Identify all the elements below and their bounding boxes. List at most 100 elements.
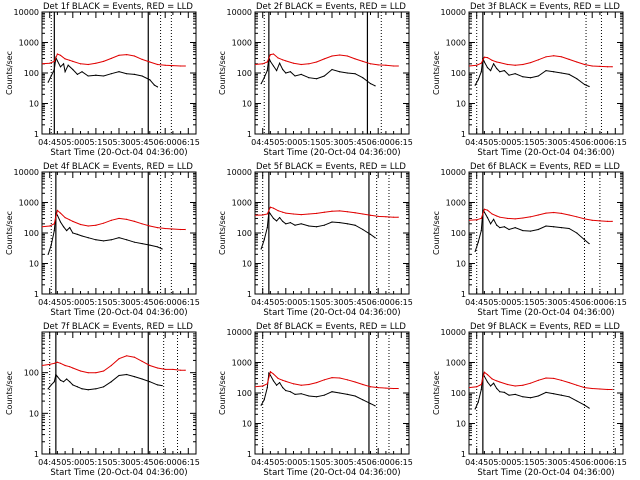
x-tick-label: 05:45 [344,458,367,467]
data-point-events [503,391,506,393]
data-point-events [553,71,555,73]
data-point-lld [385,64,387,66]
plot-area [42,12,186,134]
x-tick-label: 05:15 [511,298,534,307]
data-point-lld [607,220,609,223]
data-point-events [346,393,348,395]
y-tick-label: 10 [29,260,39,269]
data-point-events [133,73,135,75]
data-point-lld [272,373,275,375]
data-point-events [260,82,262,85]
panel-title: Det 1f BLACK = Events, RED = LLD [43,2,193,12]
data-point-lld [103,222,105,224]
data-point-lld [553,211,555,214]
data-point-lld [300,63,302,66]
data-point-lld [583,63,586,66]
data-point-lld [69,59,71,61]
panel-title: Det 8f BLACK = Events, RED = LLD [256,322,406,332]
data-point-events [62,63,65,65]
plot-area [469,12,613,134]
data-point-events [269,374,271,376]
data-point-lld [331,210,333,212]
data-point-events [316,396,318,398]
data-point-lld [362,383,364,386]
plot-frame [468,331,624,455]
data-point-lld [133,356,135,358]
data-point-lld [480,62,482,64]
x-tick-label: 06:00 [154,458,177,467]
x-tick-label: 04:45 [465,458,488,467]
data-point-lld [69,219,71,221]
data-point-lld [476,386,478,388]
data-point-events [474,84,476,86]
x-axis-label: Start Time (20-Oct-04 04:36:00) [477,308,614,318]
y-axis-label: Counts/sec [5,371,14,415]
panel-det-1: Det 1f BLACK = Events, RED = LLD 1 10 100 10… [5,2,200,158]
x-tick-label: 05:15 [511,458,534,467]
data-point-events [285,389,287,392]
data-point-lld [164,368,166,371]
data-point-lld [180,228,182,231]
data-point-lld [346,211,348,213]
data-point-events [362,77,364,79]
data-point-events [553,226,555,228]
data-point-events [331,221,333,223]
y-tick-label: 1 [247,130,252,139]
data-point-events [553,393,555,395]
x-tick-label: 05:45 [131,298,154,307]
data-point-lld [583,387,586,389]
x-tick-label: 05:45 [558,458,581,467]
data-point-events [279,216,281,219]
data-point-events [530,397,532,399]
y-tick-label: 1000 [232,39,252,48]
data-point-lld [285,60,287,62]
y-tick-label: 1 [461,290,466,299]
data-point-lld [560,379,563,381]
data-point-events [374,85,376,87]
data-point-events [496,224,498,226]
data-point-lld [397,216,399,218]
data-point-lld [611,220,613,223]
data-point-events [576,232,578,234]
data-point-lld [369,63,372,65]
data-point-lld [354,381,356,383]
data-point-events [503,226,506,228]
y-tick-label: 1000 [446,39,466,48]
data-point-events [300,223,302,225]
series-line-lld [469,371,613,390]
data-point-events [118,374,120,377]
data-point-events [272,65,275,67]
data-point-events [67,64,69,66]
data-point-events [480,388,482,391]
data-point-events [72,68,74,71]
data-point-events [110,73,112,75]
data-point-lld [607,388,609,391]
x-tick-label: 04:45 [465,298,488,307]
data-point-events [486,67,489,69]
data-point-events [369,402,372,405]
data-point-lld [393,387,395,390]
data-point-events [323,394,325,396]
data-point-events [266,387,268,389]
x-tick-label: 05:30 [534,138,557,147]
y-tick-label: 1000 [19,39,39,48]
data-point-lld [469,387,470,389]
data-point-lld [64,364,66,367]
x-tick-label: 05:00 [488,138,511,147]
data-point-events [156,246,159,248]
data-point-events [493,218,495,220]
x-tick-label: 06:15 [604,458,627,467]
data-point-events [354,73,356,75]
data-point-events [56,376,59,378]
data-point-lld [362,60,364,63]
data-point-lld [272,207,275,209]
y-axis-label: Counts/sec [218,371,227,415]
data-point-events [568,73,570,75]
data-point-events [263,77,265,79]
y-tick-label: 10 [29,409,39,418]
data-point-lld [486,374,489,376]
x-axis-label: Start Time (20-Oct-04 04:36:00) [50,148,187,158]
plot-frame [41,331,197,455]
data-point-lld [156,367,159,369]
data-point-events [294,393,296,395]
